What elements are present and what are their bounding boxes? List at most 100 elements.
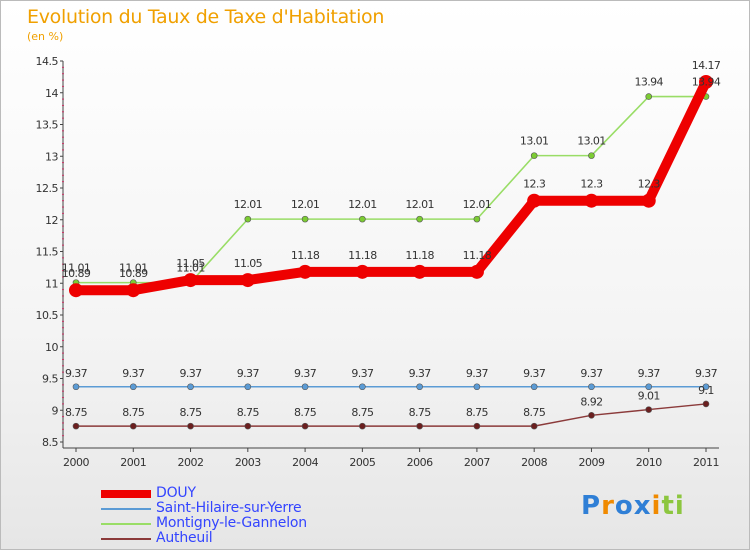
x-tick-label: 2006 [407,456,433,469]
data-label: 12.01 [463,198,492,211]
data-label: 9.37 [179,367,202,380]
x-tick-label: 2001 [120,456,146,469]
data-label: 12.3 [638,178,661,191]
y-tick-label: 11.5 [36,246,59,259]
data-point [588,383,595,391]
data-point [588,152,595,159]
data-label: 9.37 [65,367,88,380]
data-label: 13.01 [520,135,549,148]
x-tick-label: 2004 [292,456,318,469]
data-point [240,273,255,288]
data-label: 13.94 [634,76,663,89]
data-label: 9.37 [351,367,374,380]
legend-swatch-montigny [101,522,151,525]
data-point [244,215,252,223]
x-tick-label: 2010 [636,456,662,469]
y-tick-label: 13 [45,150,58,163]
data-point [129,383,137,391]
data-point [72,383,80,391]
y-tick-label: 8.5 [42,436,58,449]
series-line-0 [71,76,711,296]
data-label: 9.01 [638,390,660,403]
data-point [72,422,80,430]
legend-item-montigny: Montigny-le-Gannelon [101,516,307,531]
data-point [473,422,481,430]
data-label: 11.18 [348,249,377,262]
data-label: 11.05 [234,257,263,270]
data-point [301,383,309,391]
data-point [129,422,137,430]
series-line-2 [75,95,707,284]
data-label: 13.01 [577,135,606,148]
data-point [359,422,366,430]
series-line-3 [75,403,707,427]
data-point [416,383,423,391]
data-point [645,93,653,100]
y-tick-label: 10.5 [36,309,59,322]
y-tick-label: 9.5 [42,373,58,386]
data-point [126,283,141,298]
y-tick-label: 14 [45,87,58,100]
proxiti-logo: Proxiti [581,491,685,521]
data-point [588,412,595,419]
data-label: 12.01 [234,198,263,211]
data-point [359,383,366,391]
data-point [412,264,427,279]
legend-item-autheuil: Autheuil [101,531,307,546]
data-point [530,422,538,430]
data-point [699,74,713,89]
data-label: 12.01 [291,198,320,211]
data-point [416,215,423,223]
data-label: 9.37 [695,367,718,380]
y-tick-label: 12 [45,214,58,227]
data-label: 14.17 [692,59,721,72]
x-tick-label: 2009 [578,456,604,469]
data-point [301,215,309,223]
legend: DOUY Saint-Hilaire-sur-Yerre Montigny-le… [101,486,307,546]
y-tick-label: 12.5 [36,182,59,195]
data-point [527,193,542,208]
y-tick-label: 11 [45,277,58,290]
chart-title: Evolution du Taux de Taxe d'Habitation [27,6,385,28]
data-label: 8.75 [523,406,546,419]
data-label: 11.05 [176,257,205,270]
data-point [473,383,481,391]
y-tick-label: 14.5 [36,55,59,68]
data-label: 12.01 [405,198,434,211]
data-label: 10.89 [119,267,148,280]
data-label: 8.75 [466,406,489,419]
data-label: 13.94 [692,76,721,89]
y-tick-label: 13.5 [36,119,59,132]
data-label: 8.92 [580,395,602,408]
legend-swatch-autheuil [101,537,151,540]
legend-swatch-douy [101,489,151,498]
data-point [244,383,252,391]
legend-label-autheuil: Autheuil [156,530,213,546]
data-point [473,215,481,223]
legend-swatch-saint-hilaire [101,507,151,510]
data-point [469,264,484,279]
data-point [645,383,653,391]
data-label: 11.01 [176,262,205,275]
data-point [584,193,599,208]
data-point [359,215,366,223]
data-label: 9.37 [409,367,432,380]
data-point [702,400,710,408]
y-tick-label: 9 [52,404,59,417]
legend-label-saint-hilaire: Saint-Hilaire-sur-Yerre [156,500,302,516]
data-label: 11.01 [62,262,91,275]
legend-label-douy: DOUY [156,485,196,501]
data-label: 9.37 [294,367,317,380]
data-label: 9.1 [698,384,714,397]
x-tick-label: 2007 [464,456,490,469]
data-label: 9.37 [580,367,603,380]
data-point [187,422,194,430]
data-label: 12.01 [348,198,377,211]
x-tick-label: 2008 [521,456,547,469]
data-point [416,422,423,430]
data-label: 10.89 [62,267,91,280]
data-point [641,193,656,208]
y-tick-label: 10 [45,341,58,354]
